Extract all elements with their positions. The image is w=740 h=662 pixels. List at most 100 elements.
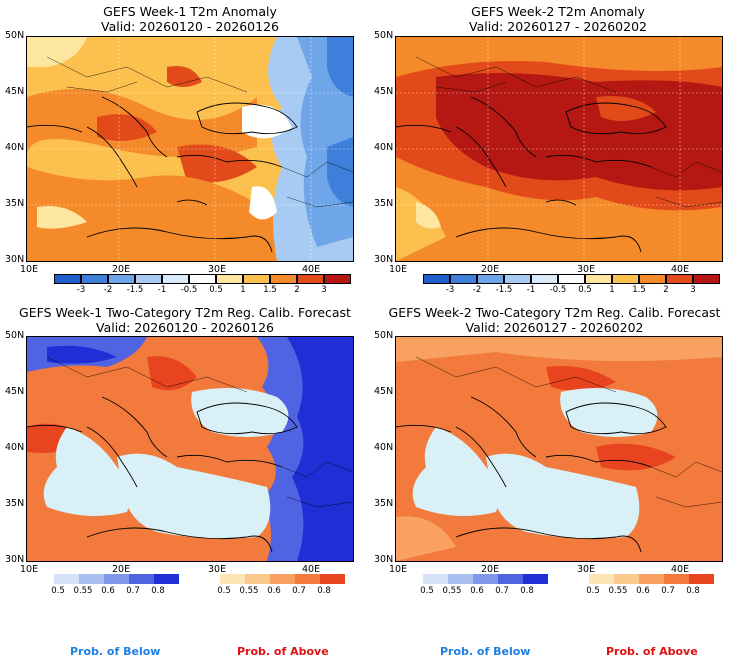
lon-label: 10E <box>20 564 39 575</box>
panel3-title-text: GEFS Week-1 Two-Category T2m Reg. Calib.… <box>19 305 351 320</box>
panel2-title-text: GEFS Week-2 T2m Anomaly <box>471 4 645 19</box>
colorbar-swatch <box>54 574 79 584</box>
colorbar-swatch <box>448 574 473 584</box>
above-colorbar-week1: 0.5 0.55 0.6 0.7 0.8 <box>217 574 345 598</box>
colorbar-swatch <box>162 274 189 284</box>
colorbar-swatch <box>135 274 162 284</box>
lon-label: 40E <box>671 564 690 575</box>
lon-label: 10E <box>20 264 39 275</box>
anomaly-colorbar-week1: -3 -2 -1.5 -1 -0.5 0.5 1 1.5 2 3 <box>54 274 351 298</box>
colorbar-label: 0.5 <box>217 586 231 596</box>
lat-label: 35N <box>374 198 394 209</box>
panel4-valid-text: Valid: 20260127 - 20260202 <box>465 320 644 335</box>
colorbar-label: 0.5 <box>420 586 434 596</box>
lat-label: 50N <box>5 30 25 41</box>
map-week2-anomaly-svg <box>396 37 722 261</box>
colorbar-swatch <box>295 574 320 584</box>
colorbar-label: 0.6 <box>267 586 281 596</box>
map-week2-probability-svg <box>396 337 722 561</box>
colorbar-label: -1.5 <box>495 285 513 295</box>
colorbar-swatch <box>639 574 664 584</box>
map-week1-probability <box>26 336 354 562</box>
colorbar-label: 0.55 <box>442 586 462 596</box>
colorbar-label: -1.5 <box>126 285 144 295</box>
colorbar-swatch <box>324 274 351 284</box>
colorbar-swatch <box>666 274 693 284</box>
prob-below-caption-week1: Prob. of Below <box>70 645 161 658</box>
lon-label: 40E <box>302 264 321 275</box>
colorbar-swatch <box>108 274 135 284</box>
lat-label: 35N <box>5 498 25 509</box>
colorbar-label: 0.7 <box>495 586 509 596</box>
colorbar-swatch <box>216 274 243 284</box>
lat-label: 30N <box>5 554 25 565</box>
prob-above-caption-week2: Prob. of Above <box>606 645 698 658</box>
lat-label: 40N <box>374 442 394 453</box>
colorbar-label: 0.8 <box>686 586 700 596</box>
lon-label: 20E <box>481 564 500 575</box>
lon-label: 30E <box>208 264 227 275</box>
colorbar-swatch <box>220 574 245 584</box>
panel2-valid-text: Valid: 20260127 - 20260202 <box>468 19 647 34</box>
colorbar-swatch <box>320 574 345 584</box>
colorbar-label: 1.5 <box>263 285 277 295</box>
colorbar-swatch <box>504 274 531 284</box>
colorbar-swatch <box>473 574 498 584</box>
prob-above-caption-week1: Prob. of Above <box>237 645 329 658</box>
colorbar-swatch <box>639 274 666 284</box>
colorbar-swatch <box>612 274 639 284</box>
lat-label: 30N <box>374 554 394 565</box>
prob-below-caption-week2: Prob. of Below <box>440 645 531 658</box>
lat-label: 35N <box>5 198 25 209</box>
colorbar-label: 0.6 <box>636 586 650 596</box>
below-colorbar-week2: 0.5 0.55 0.6 0.7 0.8 <box>420 574 548 598</box>
colorbar-label: 0.55 <box>239 586 259 596</box>
lon-label: 20E <box>481 264 500 275</box>
map-week2-probability <box>395 336 723 562</box>
below-colorbar-week1: 0.5 0.55 0.6 0.7 0.8 <box>51 574 179 598</box>
colorbar-label: -0.5 <box>180 285 198 295</box>
colorbar-swatch <box>154 574 179 584</box>
panel1-title: GEFS Week-1 T2m Anomaly Valid: 20260120 … <box>20 4 360 34</box>
colorbar-label: -2 <box>103 285 113 295</box>
lon-label: 20E <box>112 264 131 275</box>
colorbar-label: 0.5 <box>586 586 600 596</box>
colorbar-swatch <box>423 574 448 584</box>
colorbar-swatch <box>689 574 714 584</box>
lon-label: 10E <box>389 564 408 575</box>
lat-label: 40N <box>5 442 25 453</box>
colorbar-label: -3 <box>445 285 455 295</box>
panel1-valid-text: Valid: 20260120 - 20260126 <box>100 19 279 34</box>
colorbar-swatch <box>585 274 612 284</box>
panel3-valid-text: Valid: 20260120 - 20260126 <box>95 320 274 335</box>
colorbar-swatch <box>450 274 477 284</box>
lat-label: 35N <box>374 498 394 509</box>
colorbar-label: 0.7 <box>661 586 675 596</box>
lat-label: 50N <box>374 330 394 341</box>
colorbar-swatch <box>614 574 639 584</box>
map-week1-anomaly <box>26 36 354 262</box>
colorbar-swatch <box>104 574 129 584</box>
colorbar-swatch <box>693 274 720 284</box>
colorbar-label: 0.7 <box>292 586 306 596</box>
lon-label: 30E <box>577 564 596 575</box>
colorbar-swatch <box>270 274 297 284</box>
colorbar-swatch <box>297 274 324 284</box>
panel3-title: GEFS Week-1 Two-Category T2m Reg. Calib.… <box>5 305 365 335</box>
lon-label: 40E <box>671 264 690 275</box>
lon-label: 30E <box>208 564 227 575</box>
colorbar-label: 0.5 <box>51 586 65 596</box>
colorbar-label: 0.6 <box>470 586 484 596</box>
colorbar-swatch <box>79 574 104 584</box>
colorbar-label: 3 <box>690 285 696 295</box>
lon-label: 40E <box>302 564 321 575</box>
colorbar-label: 2 <box>294 285 300 295</box>
colorbar-swatch <box>531 274 558 284</box>
colorbar-swatch <box>245 574 270 584</box>
lat-label: 50N <box>5 330 25 341</box>
lon-label: 20E <box>112 564 131 575</box>
colorbar-label: -3 <box>76 285 86 295</box>
colorbar-swatch <box>558 274 585 284</box>
colorbar-swatch <box>270 574 295 584</box>
map-week2-anomaly <box>395 36 723 262</box>
